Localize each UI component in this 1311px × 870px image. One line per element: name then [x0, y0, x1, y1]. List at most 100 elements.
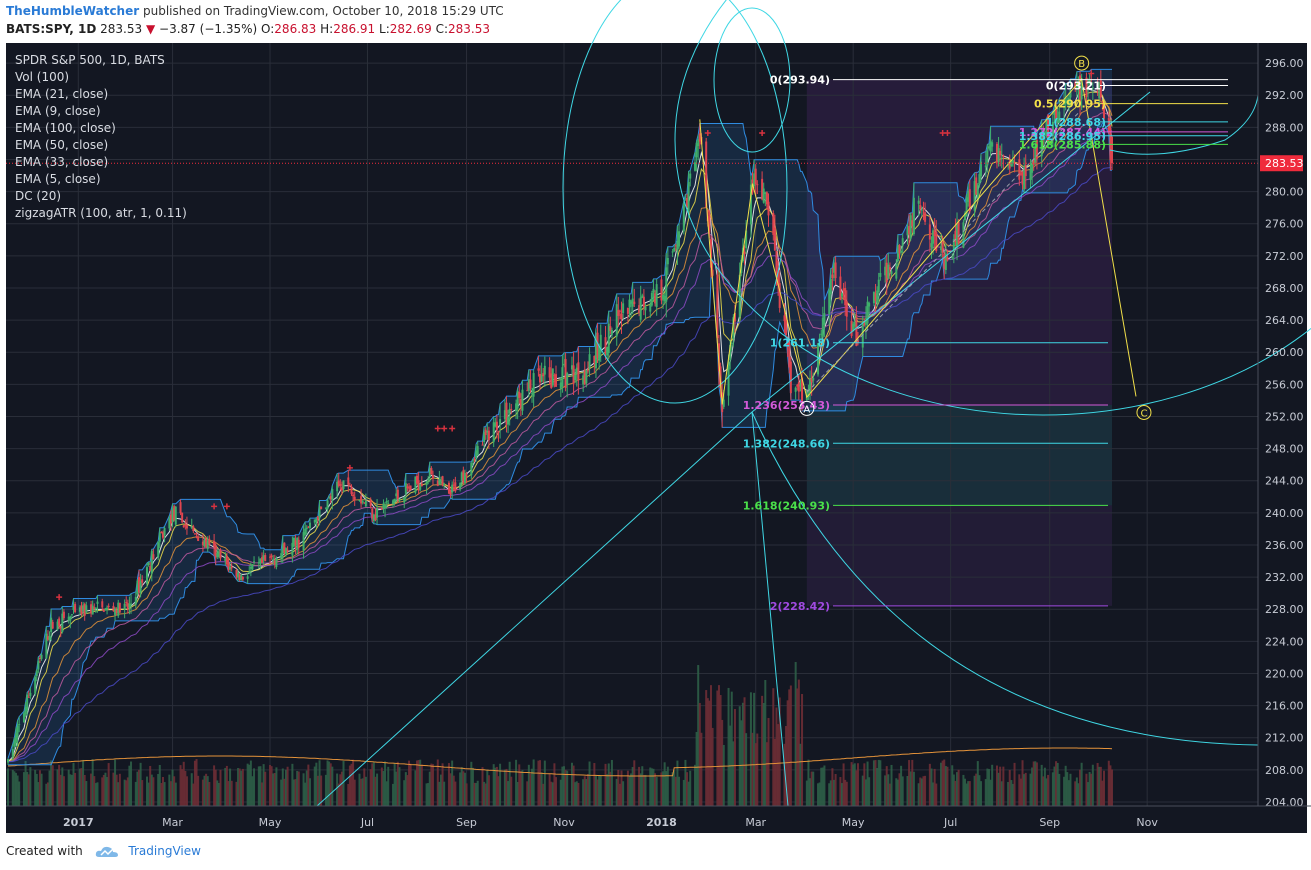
candle-body	[694, 162, 697, 171]
volume-bar	[799, 743, 802, 806]
legend-ema-100[interactable]: EMA (100, close)	[15, 121, 116, 135]
candle-body	[733, 313, 736, 322]
volume-bar	[1011, 783, 1014, 806]
volume-bar	[1107, 760, 1110, 806]
volume-bar	[363, 768, 366, 806]
close-value: 283.53	[448, 22, 491, 36]
candle-body	[326, 500, 329, 510]
legend-volume[interactable]: Vol (100)	[15, 70, 70, 84]
candle-body	[337, 480, 340, 487]
volume-bar	[593, 763, 596, 806]
fib-zone-mid	[806, 404, 1112, 506]
volume-bar	[765, 742, 768, 806]
volume-bar	[190, 773, 193, 806]
candle-body	[163, 528, 166, 536]
candle-body	[550, 373, 553, 388]
signal-plus-marker	[434, 425, 441, 432]
legend-series-title[interactable]: SPDR S&P 500, 1D, BATS	[15, 53, 165, 67]
candle-body	[80, 605, 83, 615]
candle-body	[777, 271, 780, 286]
donchian-upper	[7, 68, 1112, 759]
volume-bar	[1080, 762, 1083, 806]
volume-bar	[93, 776, 96, 806]
candle-body	[229, 566, 232, 570]
volume-bar	[249, 760, 252, 806]
volume-bar	[812, 771, 815, 806]
candle-body	[606, 347, 609, 356]
candle-body	[515, 403, 518, 412]
volume-bar	[302, 773, 305, 806]
candle-body	[877, 279, 880, 293]
volume-bar	[361, 778, 364, 806]
candle-body	[115, 610, 118, 613]
volume-bar	[887, 774, 890, 806]
volume-bar	[952, 774, 955, 806]
candle-body	[396, 489, 399, 499]
candle-body	[831, 274, 834, 279]
legend-ema-5[interactable]: EMA (5, close)	[15, 172, 101, 186]
candle-body	[104, 608, 107, 611]
candle-body	[649, 304, 652, 312]
volume-bar	[1000, 781, 1003, 806]
volume-bar	[126, 777, 129, 806]
candle-body	[572, 365, 575, 384]
candle-body	[134, 596, 137, 605]
candle-body	[772, 213, 775, 235]
volume-bar	[340, 771, 343, 806]
candle-body	[660, 279, 663, 301]
legend-ema-50[interactable]: EMA (50, close)	[15, 138, 109, 152]
author-link[interactable]: TheHumbleWatcher	[6, 4, 140, 18]
volume-bar	[973, 775, 976, 806]
legend-ema-33[interactable]: EMA (33, close)	[15, 155, 109, 169]
candle-body	[61, 613, 64, 633]
candle-body	[230, 566, 233, 569]
price-tick-label: 296.00	[1265, 57, 1304, 70]
volume-bar	[484, 783, 487, 806]
candle-body	[652, 288, 655, 293]
volume-bar	[1043, 767, 1046, 806]
candle-body	[828, 290, 831, 315]
legend-zigzag[interactable]: zigzagATR (100, atr, 1, 0.11)	[15, 206, 187, 220]
signal-plus-marker	[944, 129, 951, 136]
volume-bar	[911, 759, 914, 806]
tradingview-link[interactable]: TradingView	[128, 844, 201, 858]
candle-body	[364, 500, 367, 507]
candle-body	[626, 307, 629, 314]
candle-body	[374, 514, 377, 520]
candle-body	[443, 483, 446, 485]
volume-bar	[1090, 773, 1093, 806]
volume-bar	[462, 771, 465, 806]
candle-body	[799, 384, 802, 387]
volume-bar	[708, 700, 711, 806]
legend-ema-21[interactable]: EMA (21, close)	[15, 87, 109, 101]
candle-body	[37, 661, 40, 670]
candle-body	[761, 178, 764, 200]
candle-body	[160, 531, 163, 534]
volume-bar	[954, 780, 957, 806]
volume-bar	[709, 685, 712, 806]
candle-body	[785, 317, 788, 335]
volume-bar	[660, 772, 663, 806]
price-tick-label: 288.00	[1265, 121, 1304, 134]
candle-body	[967, 190, 970, 202]
volume-bar	[920, 778, 923, 806]
time-tick-label: Sep	[456, 816, 477, 829]
fib-arc	[751, 411, 1259, 746]
candle-body	[339, 484, 342, 486]
legend-donchian[interactable]: DC (20)	[15, 189, 62, 203]
candle-body	[264, 555, 267, 562]
candle-body	[262, 555, 265, 560]
candle-body	[979, 161, 982, 177]
volume-bar	[102, 774, 105, 806]
candle-body	[409, 485, 412, 491]
candle-body	[203, 540, 206, 547]
candle-body	[876, 290, 879, 303]
candle-body	[570, 365, 573, 370]
candle-body	[246, 576, 249, 579]
volume-bar	[805, 780, 808, 806]
candle-body	[885, 262, 888, 283]
legend-ema-9[interactable]: EMA (9, close)	[15, 104, 101, 118]
volume-bar	[697, 665, 700, 806]
candle-body	[850, 321, 853, 336]
